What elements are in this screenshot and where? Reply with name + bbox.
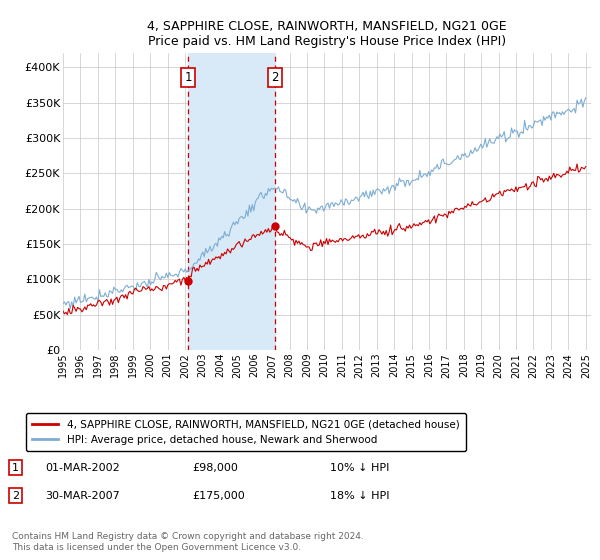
Text: 18% ↓ HPI: 18% ↓ HPI <box>330 491 389 501</box>
Legend: 4, SAPPHIRE CLOSE, RAINWORTH, MANSFIELD, NG21 0GE (detached house), HPI: Average: 4, SAPPHIRE CLOSE, RAINWORTH, MANSFIELD,… <box>26 413 466 451</box>
Text: £175,000: £175,000 <box>192 491 245 501</box>
Text: 1: 1 <box>12 463 19 473</box>
Text: 2: 2 <box>271 72 279 85</box>
Bar <box>188 53 275 350</box>
Title: 4, SAPPHIRE CLOSE, RAINWORTH, MANSFIELD, NG21 0GE
Price paid vs. HM Land Registr: 4, SAPPHIRE CLOSE, RAINWORTH, MANSFIELD,… <box>147 20 507 48</box>
Text: £98,000: £98,000 <box>192 463 238 473</box>
Text: 2: 2 <box>12 491 19 501</box>
Text: Contains HM Land Registry data © Crown copyright and database right 2024.
This d: Contains HM Land Registry data © Crown c… <box>12 532 364 552</box>
Text: 01-MAR-2002: 01-MAR-2002 <box>45 463 120 473</box>
Text: 30-MAR-2007: 30-MAR-2007 <box>45 491 120 501</box>
Text: 10% ↓ HPI: 10% ↓ HPI <box>330 463 389 473</box>
Text: 1: 1 <box>184 72 191 85</box>
